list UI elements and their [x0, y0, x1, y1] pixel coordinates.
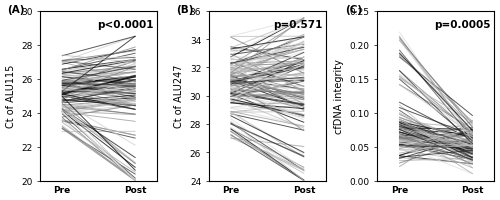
Text: (B): (B)	[176, 5, 194, 15]
Y-axis label: cfDNA integrity: cfDNA integrity	[334, 59, 344, 133]
Text: p=0.571: p=0.571	[273, 20, 322, 30]
Y-axis label: Ct of ALU247: Ct of ALU247	[174, 65, 184, 128]
Text: (C): (C)	[344, 5, 362, 15]
Y-axis label: Ct of ALU115: Ct of ALU115	[6, 65, 16, 128]
Text: p<0.0001: p<0.0001	[97, 20, 154, 30]
Text: p=0.0005: p=0.0005	[434, 20, 491, 30]
Text: (A): (A)	[8, 5, 25, 15]
